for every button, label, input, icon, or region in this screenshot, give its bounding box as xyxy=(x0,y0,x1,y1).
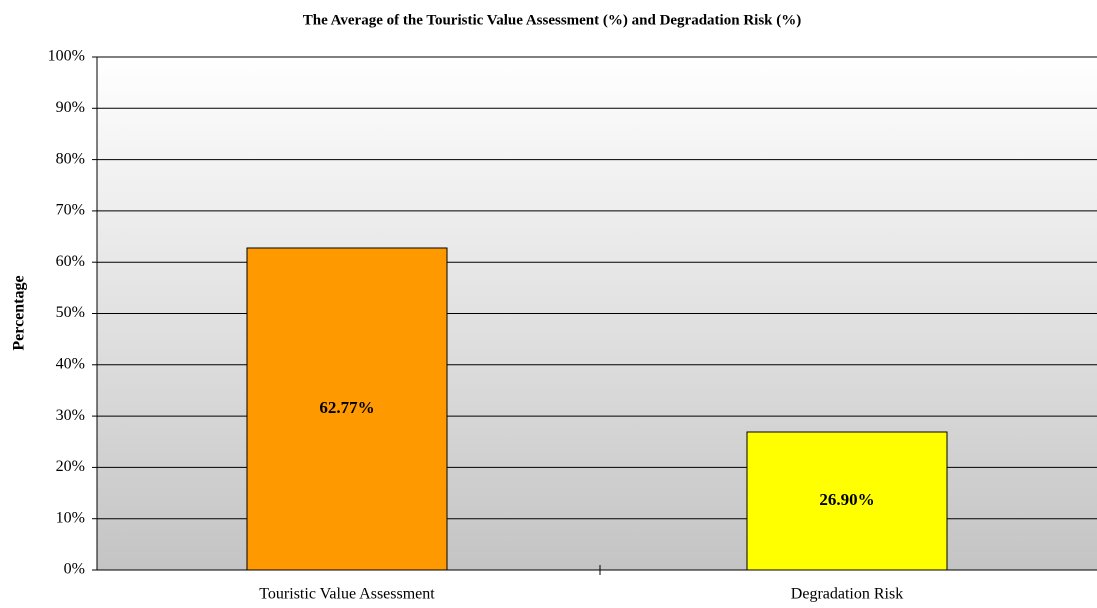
y-tick-label: 100% xyxy=(48,48,85,65)
y-tick-label: 10% xyxy=(56,509,85,526)
y-tick-label: 80% xyxy=(56,150,85,167)
x-tick-label: Degradation Risk xyxy=(791,586,903,603)
y-tick-label: 50% xyxy=(56,304,85,321)
y-tick-label: 70% xyxy=(56,202,85,219)
bar xyxy=(746,431,948,571)
value-label: 26.90% xyxy=(819,490,874,509)
y-tick-label: 30% xyxy=(56,407,85,424)
y-tick-label: 60% xyxy=(56,253,85,270)
y-tick-label: 20% xyxy=(56,458,85,475)
y-tick-label: 40% xyxy=(56,355,85,372)
bar xyxy=(246,247,448,571)
chart-title: The Average of the Touristic Value Asses… xyxy=(303,12,802,28)
y-tick-label: 90% xyxy=(56,99,85,116)
value-label: 62.77% xyxy=(319,398,374,417)
x-tick-label: Touristic Value Assessment xyxy=(259,586,435,603)
y-axis-label: Percentage xyxy=(11,275,28,350)
y-tick-label: 0% xyxy=(64,561,85,578)
